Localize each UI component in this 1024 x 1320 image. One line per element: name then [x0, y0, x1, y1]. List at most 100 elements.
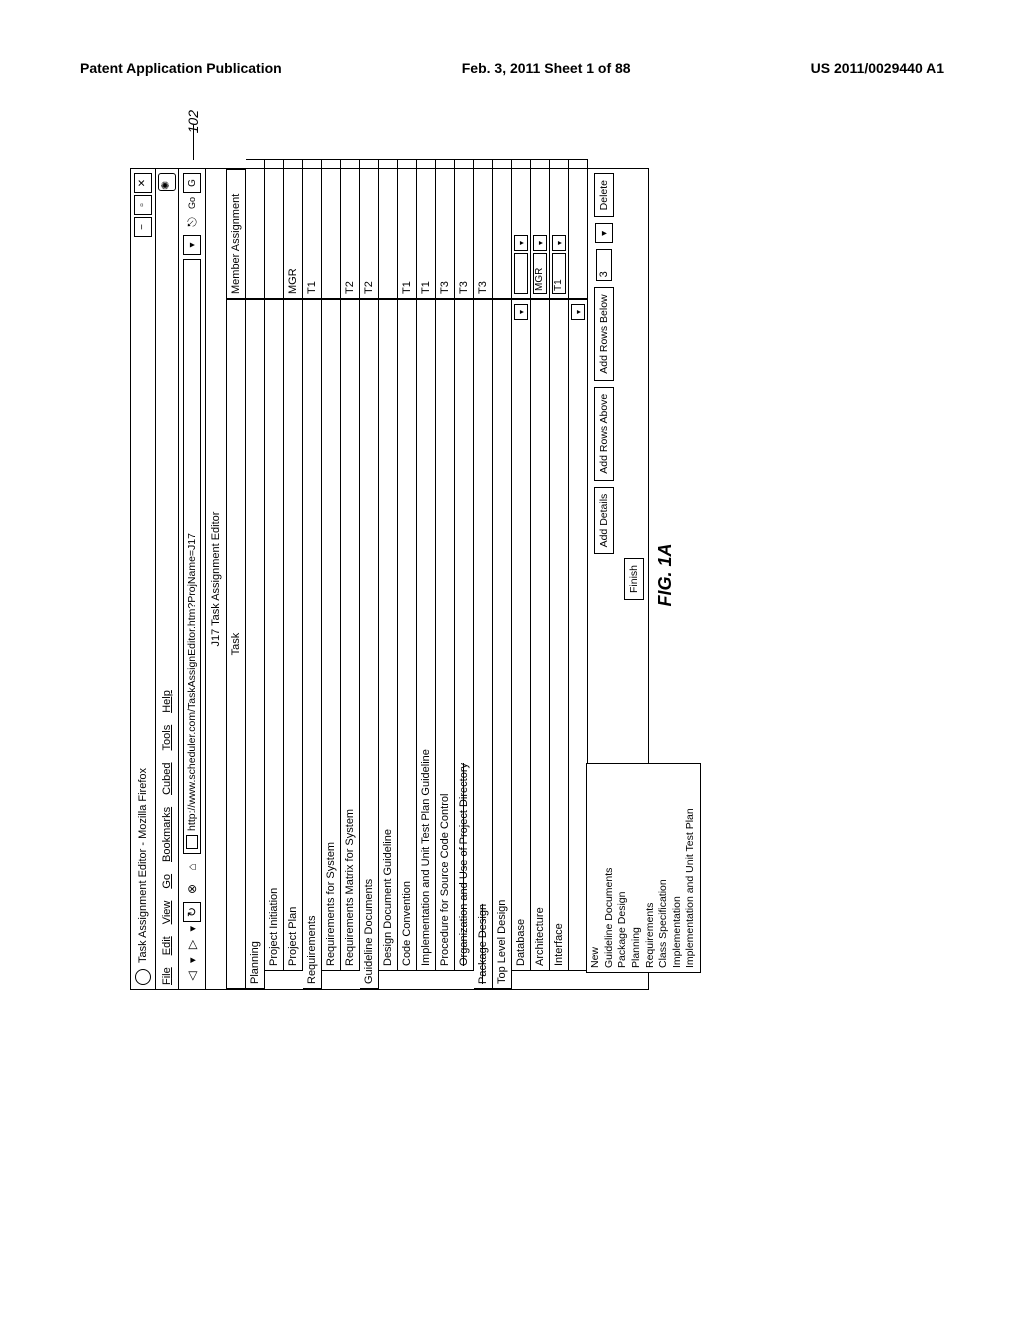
task-cell[interactable]: Requirements — [303, 299, 322, 989]
page-icon — [186, 835, 198, 849]
callout-102: 102 — [185, 110, 201, 133]
browser-window: Task Assignment Editor - Mozilla Firefox… — [130, 168, 649, 990]
indent-stub — [455, 971, 471, 989]
close-button[interactable]: ✕ — [134, 173, 152, 193]
member-cell[interactable]: MGR — [284, 159, 303, 299]
member-cell[interactable] — [569, 159, 588, 299]
menu-view[interactable]: View — [161, 901, 173, 925]
member-cell[interactable]: T3 — [455, 159, 474, 299]
add-rows-above-button[interactable]: Add Rows Above — [594, 387, 614, 481]
member-cell[interactable] — [322, 159, 341, 299]
indent-stub — [322, 971, 338, 989]
member-cell[interactable]: T1 — [303, 159, 322, 299]
member-dropdown-button[interactable]: ▾ — [552, 235, 566, 251]
print-button[interactable]: ⎋ — [184, 213, 200, 231]
editor-title: J17 Task Assignment Editor — [206, 169, 227, 989]
indent-stub — [436, 971, 452, 989]
task-dropdown-button[interactable]: ▾ — [571, 304, 585, 320]
task-cell[interactable]: Project Initiation — [265, 299, 284, 971]
dd-opt-implementation[interactable]: Implementation — [671, 768, 685, 968]
titlebar: Task Assignment Editor - Mozilla Firefox… — [131, 169, 156, 989]
member-cell[interactable]: T3 — [474, 159, 493, 299]
dd-opt-planning[interactable]: Planning — [630, 768, 644, 968]
indent-stub — [265, 971, 281, 989]
member-cell[interactable]: T2 — [360, 159, 379, 299]
finish-button[interactable]: Finish — [624, 558, 644, 600]
delete-button[interactable]: Delete — [594, 173, 614, 217]
dd-opt-package[interactable]: Package Design — [616, 768, 630, 968]
url-text: http://www.scheduler.com/TaskAssignEdito… — [186, 533, 198, 831]
row-count-input[interactable]: 3 — [596, 249, 612, 281]
indent-stub — [417, 971, 433, 989]
stop-button[interactable]: ⊗ — [184, 880, 200, 898]
member-cell[interactable] — [379, 159, 398, 299]
task-dropdown-list[interactable]: New Guideline Documents Package Design P… — [586, 763, 701, 973]
task-cell[interactable]: Package Design — [474, 299, 493, 989]
member-cell[interactable]: MGR ▾ — [531, 159, 550, 299]
task-cell[interactable]: Procedure for Source Code Control — [436, 299, 455, 971]
forward-button[interactable]: ▷ — [184, 935, 200, 953]
indent-stub — [569, 971, 585, 989]
member-dropdown-button[interactable]: ▾ — [514, 235, 528, 251]
indent-stub — [379, 971, 395, 989]
indent-stub — [550, 971, 566, 989]
task-cell[interactable]: Planning — [246, 299, 265, 989]
menubar: File Edit View Go Bookmarks Cubed Tools … — [156, 169, 179, 989]
member-value: MGR — [533, 253, 547, 294]
member-cell[interactable] — [246, 159, 265, 299]
member-cell[interactable]: T1 ▾ — [550, 159, 569, 299]
task-cell[interactable]: Project Plan — [284, 299, 303, 971]
menu-edit[interactable]: Edit — [161, 936, 173, 955]
home-button[interactable]: ⌂ — [184, 858, 200, 876]
url-dropdown-button[interactable]: ▾ — [183, 235, 201, 255]
dd-opt-requirements[interactable]: Requirements — [644, 768, 658, 968]
task-cell[interactable]: Implementation and Unit Test Plan Guidel… — [417, 299, 436, 971]
row-count-dropdown-button[interactable]: ▾ — [595, 223, 613, 243]
member-cell[interactable]: T1 — [417, 159, 436, 299]
go-button[interactable]: G — [183, 173, 201, 193]
member-cell[interactable]: T1 — [398, 159, 417, 299]
member-value: T1 — [552, 253, 566, 294]
dd-opt-impl-utp[interactable]: Implementation and Unit Test Plan — [684, 768, 698, 968]
member-cell[interactable] — [265, 159, 284, 299]
task-cell[interactable]: Architecture — [531, 299, 550, 971]
menu-tools[interactable]: Tools — [161, 725, 173, 751]
menu-bookmarks[interactable]: Bookmarks — [161, 807, 173, 862]
member-cell[interactable]: T2 — [341, 159, 360, 299]
task-cell[interactable]: Interface — [550, 299, 569, 971]
back-button[interactable]: ◁ — [184, 967, 200, 985]
maximize-button[interactable]: ▫ — [134, 195, 152, 215]
task-cell[interactable]: Requirements for System — [322, 299, 341, 971]
reload-button[interactable]: ↻ — [183, 902, 201, 922]
member-cell[interactable] — [493, 159, 512, 299]
add-rows-below-button[interactable]: Add Rows Below — [594, 287, 614, 380]
task-cell[interactable]: Requirements Matrix for System — [341, 299, 360, 971]
indent-stub — [531, 971, 547, 989]
minimize-button[interactable]: − — [134, 217, 152, 237]
url-bar[interactable]: http://www.scheduler.com/TaskAssignEdito… — [183, 259, 201, 854]
member-cell[interactable]: T3 — [436, 159, 455, 299]
window-title: Task Assignment Editor - Mozilla Firefox — [137, 237, 149, 963]
col-header-task: Task — [227, 299, 246, 989]
menu-go[interactable]: Go — [161, 874, 173, 889]
task-cell[interactable]: Top Level Design — [493, 299, 512, 989]
member-cell[interactable]: ▾ — [512, 159, 531, 299]
dd-opt-guideline[interactable]: Guideline Documents — [603, 768, 617, 968]
member-dropdown-button[interactable]: ▾ — [533, 235, 547, 251]
add-details-button[interactable]: Add Details — [594, 487, 614, 555]
task-cell[interactable]: Design Document Guideline — [379, 299, 398, 971]
task-cell[interactable]: Database▾ — [512, 299, 531, 971]
dd-opt-class-spec[interactable]: Class Specification — [657, 768, 671, 968]
col-header-member: Member Assignment — [227, 169, 246, 299]
menu-cubed[interactable]: Cubed — [161, 762, 173, 794]
indent-stub — [284, 971, 300, 989]
task-dropdown-button[interactable]: ▾ — [514, 304, 528, 320]
menu-file[interactable]: File — [161, 967, 173, 985]
menu-help[interactable]: Help — [161, 690, 173, 713]
throbber-icon: ✺ — [158, 173, 176, 191]
task-cell[interactable]: Organization and Use of Project Director… — [455, 299, 474, 971]
member-value — [514, 253, 528, 294]
dd-opt-new[interactable]: New — [589, 768, 603, 968]
task-cell[interactable]: Code Convention — [398, 299, 417, 971]
task-cell[interactable]: Guideline Documents — [360, 299, 379, 989]
